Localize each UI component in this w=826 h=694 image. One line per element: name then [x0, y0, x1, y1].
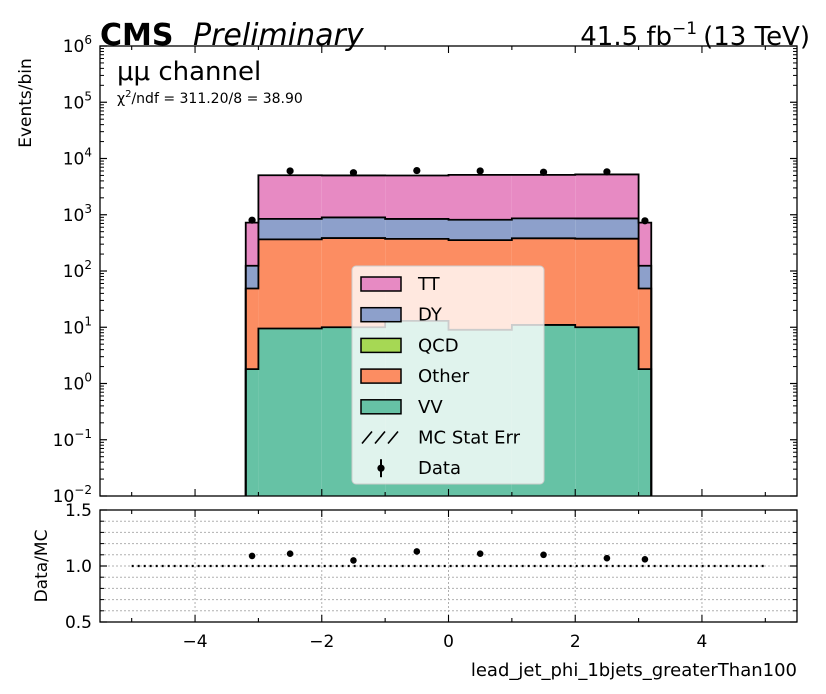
bar-dy-6 — [575, 218, 639, 239]
bar-dy-2 — [321, 217, 386, 239]
ratio-point-7 — [641, 555, 649, 563]
ratio-point-5 — [540, 551, 547, 559]
legend-swatch-qcd — [360, 337, 402, 354]
legend-marker-dot — [377, 464, 385, 472]
legend-swatch-vv — [360, 399, 402, 415]
xtick-label-4: 4 — [697, 632, 708, 652]
legend-swatch-other — [360, 368, 402, 384]
ytick-label-8: 106 — [63, 33, 92, 57]
ytick-label-1: 10−1 — [53, 427, 92, 451]
data-point-0 — [248, 216, 256, 224]
bar-dy-0 — [245, 265, 259, 289]
bar-dy-3 — [385, 218, 449, 239]
ratio-points — [248, 548, 649, 564]
data-points — [248, 166, 649, 225]
channel-label: μμ channel — [117, 57, 261, 87]
bar-dy-7 — [638, 265, 652, 289]
ytick-label-6: 104 — [63, 146, 92, 170]
ratio-ytick-label-2: 1.5 — [65, 501, 92, 521]
bar-other-1 — [258, 239, 322, 329]
outline-tt — [244, 173, 653, 496]
bar-other-0 — [245, 288, 259, 370]
bar-tt-0 — [245, 222, 259, 266]
bar-tt-2 — [321, 175, 386, 218]
data-point-4 — [476, 167, 484, 175]
bar-tt-7 — [638, 222, 652, 266]
ytick-label-5: 103 — [63, 202, 92, 226]
data-point-1 — [286, 167, 294, 175]
bar-vv-7 — [638, 369, 652, 496]
legend-label-4: VV — [418, 397, 443, 418]
bar-vv-0 — [245, 369, 259, 496]
ratio-plot-panel: 0.5 1.0 1.5 −4 −2 0 2 4 Data/MC lead_jet_phi_1b… — [32, 501, 798, 681]
data-point-5 — [539, 168, 548, 176]
status-label: Preliminary — [193, 18, 365, 53]
x-axis-label: lead_jet_phi_1bjets_greaterThan100 — [471, 660, 797, 681]
bar-dy-1 — [258, 218, 322, 240]
ytick-label-3: 101 — [63, 314, 92, 338]
xtick-label-3: 2 — [570, 632, 581, 652]
ratio-point-6 — [603, 554, 611, 562]
ratio-point-3 — [413, 548, 421, 555]
bar-dy-4 — [448, 219, 512, 241]
legend-label-6: Data — [418, 458, 461, 479]
legend-label-0: TT — [417, 274, 441, 295]
legend-label-2: QCD — [418, 335, 459, 356]
legend-label-1: DY — [418, 305, 443, 326]
data-point-3 — [413, 166, 421, 175]
chi2-label: χ2/ndf = 311.20/8 = 38.90 — [117, 89, 303, 107]
main-plot-frame — [99, 45, 798, 497]
y-axis-label: Events/bin — [16, 58, 36, 148]
lumi-label: 41.5 fb−1 (13 TeV) — [580, 19, 810, 52]
legend-swatch-dy — [360, 306, 402, 323]
bar-other-6 — [575, 238, 639, 328]
experiment-label: CMS — [100, 18, 173, 53]
legend-label-5: MC Stat Err — [418, 428, 521, 449]
ytick-label-7: 105 — [63, 89, 92, 113]
bar-other-7 — [638, 288, 652, 370]
bar-tt-1 — [258, 175, 322, 219]
legend-swatch-tt — [360, 276, 402, 292]
xtick-label-1: −2 — [309, 632, 334, 652]
bar-vv-1 — [258, 328, 322, 496]
ratio-point-0 — [248, 552, 256, 560]
ratio-ytick-label-0: 0.5 — [65, 613, 92, 633]
ytick-label-0: 10−2 — [53, 483, 92, 507]
xtick-label-2: 0 — [443, 632, 454, 652]
legend-hatch-line — [361, 430, 373, 445]
ratio-y-axis-label: Data/MC — [32, 530, 52, 603]
bar-tt-3 — [385, 175, 449, 219]
bar-tt-4 — [448, 174, 512, 220]
ratio-axis-ticks: 0.5 1.0 1.5 −4 −2 0 2 4 — [65, 501, 797, 652]
ytick-label-2: 100 — [63, 371, 92, 395]
data-point-7 — [641, 217, 649, 225]
data-point-2 — [349, 169, 358, 177]
outline-dy — [244, 216, 653, 496]
ytick-label-4: 102 — [63, 258, 92, 282]
xtick-label-0: −4 — [183, 632, 208, 652]
ratio-point-4 — [476, 550, 484, 557]
data-point-6 — [603, 168, 611, 176]
legend-hatch-line — [374, 430, 386, 445]
bar-dy-5 — [511, 218, 576, 239]
bar-tt-5 — [511, 174, 576, 219]
bar-tt-6 — [575, 174, 639, 219]
ratio-point-1 — [286, 550, 294, 557]
ratio-ytick-label-1: 1.0 — [65, 557, 92, 577]
main-axis-ticks: 10−2 10−1 100 101 102 103 104 105 106 — [53, 33, 797, 507]
bar-vv-6 — [575, 327, 639, 496]
ratio-plot-frame — [99, 509, 798, 623]
ratio-point-2 — [350, 557, 357, 564]
legend-hatch-line — [387, 430, 399, 445]
legend: TT DY QCD Other VV MC Stat Err Data — [351, 265, 545, 485]
legend-label-3: Other — [418, 366, 470, 387]
